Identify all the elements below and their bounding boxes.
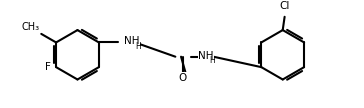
Text: NH: NH: [198, 51, 214, 61]
Text: H: H: [210, 56, 215, 65]
Text: F: F: [46, 62, 51, 72]
Text: O: O: [179, 73, 187, 83]
Text: CH₃: CH₃: [21, 22, 39, 32]
Text: NH: NH: [124, 37, 139, 46]
Text: Cl: Cl: [280, 1, 290, 11]
Text: H: H: [135, 42, 141, 51]
